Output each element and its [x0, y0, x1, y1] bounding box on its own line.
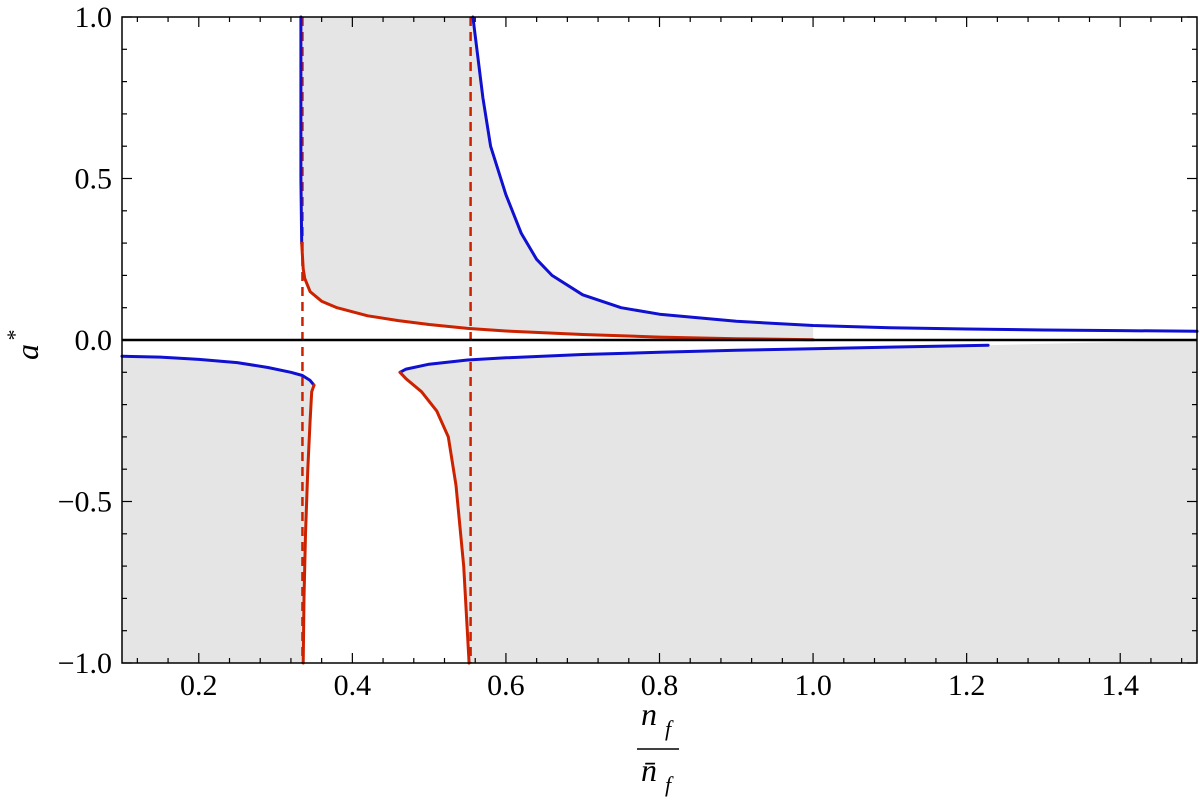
- x-tick-label: 1.0: [794, 669, 832, 702]
- x-tick-label: 0.2: [180, 669, 218, 702]
- shaded-region-3: [301, 17, 814, 340]
- x-axis-label-denominator: n̄: [641, 752, 657, 788]
- x-tick-label: 1.4: [1101, 669, 1139, 702]
- shaded-region-1: [122, 356, 314, 663]
- series-lines: [120, 15, 1199, 665]
- x-tick-label: 0.6: [487, 669, 525, 702]
- series-line-5-red: [301, 383, 316, 665]
- y-tick-label: −1.0: [58, 647, 112, 680]
- y-tick-label: 0.5: [75, 163, 113, 196]
- x-axis-label-numerator: n: [641, 696, 657, 732]
- x-tick-label: 0.8: [641, 669, 679, 702]
- x-axis-label-denominator-sub: f: [665, 772, 674, 797]
- y-axis-label-sup: *: [2, 331, 27, 342]
- series-line-6-blue: [398, 343, 990, 374]
- series-line-4-blue: [120, 354, 316, 387]
- ticks: 0.2 0.4 0.6 0.8 1.0 1.2 1.4 1.0 0.5 0.0 −0.5 −1.0: [58, 1, 1197, 702]
- series-line-7-red: [398, 370, 471, 665]
- x-axis-label-numerator-sub: f: [665, 716, 674, 741]
- y-axis-label: a *: [2, 331, 45, 361]
- x-tick-label: 1.2: [948, 669, 986, 702]
- series-line-3-blue: [471, 15, 1199, 333]
- y-tick-label: 0.0: [75, 324, 113, 357]
- shaded-region-2: [400, 340, 1197, 663]
- y-tick-label: −0.5: [58, 486, 112, 519]
- series-line-2-red: [300, 241, 815, 342]
- shaded-regions: [122, 17, 1197, 663]
- y-axis-label-base: a: [9, 344, 45, 360]
- series-line-1-blue: [299, 15, 304, 245]
- x-tick-label: 0.4: [334, 669, 372, 702]
- x-axis-label: n f n̄ f: [637, 696, 679, 797]
- y-tick-label: 1.0: [75, 1, 113, 34]
